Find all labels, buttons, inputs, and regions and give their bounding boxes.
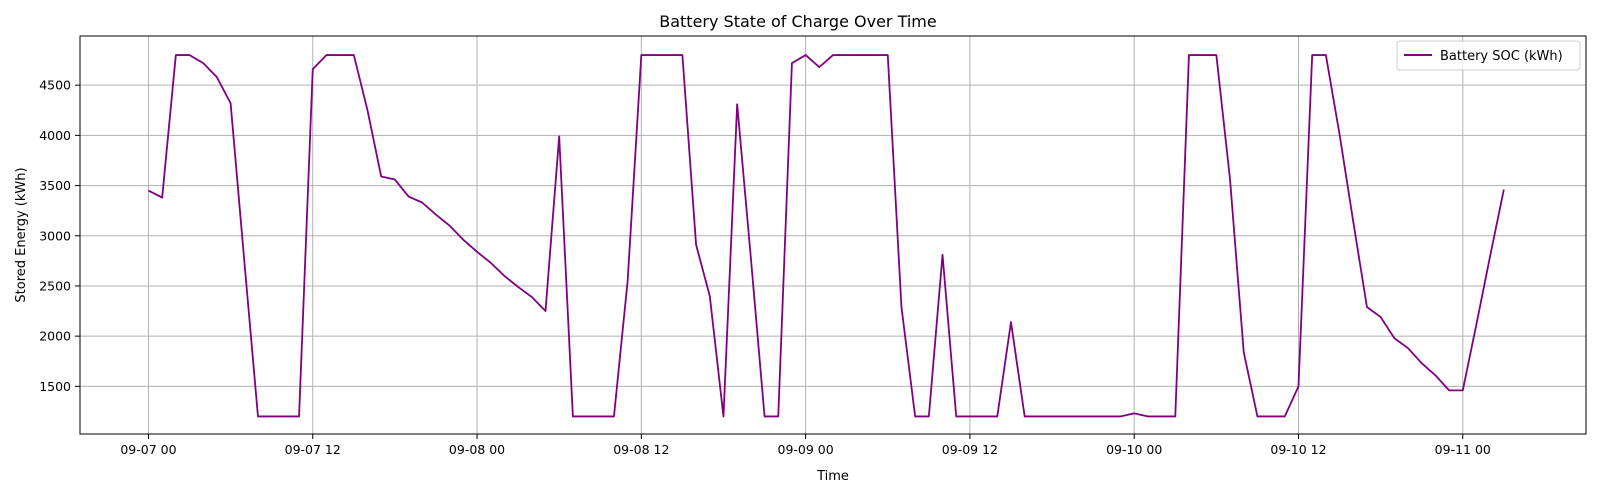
- x-tick-label: 09-10 00: [1106, 442, 1162, 457]
- y-tick-label: 2500: [39, 278, 71, 293]
- grid-layer: [80, 36, 1586, 434]
- x-tick-label: 09-09 12: [942, 442, 998, 457]
- legend-label: Battery SOC (kWh): [1440, 49, 1563, 64]
- x-tick-label: 09-10 12: [1270, 442, 1326, 457]
- tick-layer: 09-07 00 09-07 12 09-08 00 09-08 12 09-09 00…: [39, 78, 1491, 457]
- y-tick-label: 4000: [39, 128, 71, 143]
- y-tick-label: 4500: [39, 78, 71, 93]
- x-tick-label: 09-07 12: [285, 442, 341, 457]
- y-axis-label: Stored Energy (kWh): [14, 167, 29, 302]
- x-tick-label: 09-07 00: [120, 442, 176, 457]
- plot-frame: [79, 35, 1587, 435]
- series-line-battery-soc: [148, 54, 1505, 418]
- legend: Battery SOC (kWh): [1396, 40, 1581, 71]
- y-tick-label: 3500: [39, 178, 71, 193]
- x-tick-label: 09-09 00: [778, 442, 834, 457]
- chart-title: Battery State of Charge Over Time: [659, 12, 936, 31]
- x-tick-label: 09-08 00: [449, 442, 505, 457]
- series-layer: [148, 54, 1505, 418]
- x-tick-label: 09-11 00: [1435, 442, 1491, 457]
- y-tick-label: 3000: [39, 228, 71, 243]
- x-tick-label: 09-08 12: [613, 442, 669, 457]
- y-tick-label: 1500: [39, 379, 71, 394]
- legend-box: [1396, 40, 1581, 71]
- y-tick-label: 2000: [39, 329, 71, 344]
- x-axis-label: Time: [816, 469, 849, 484]
